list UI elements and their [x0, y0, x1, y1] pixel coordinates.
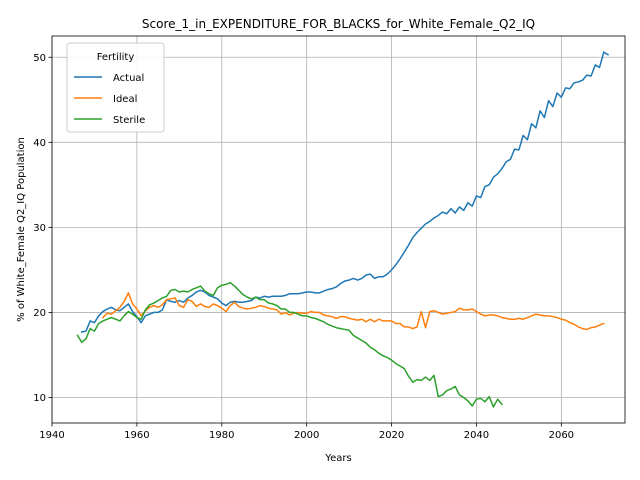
x-tick-label: 2000 [294, 430, 319, 441]
series-lines [76, 51, 610, 408]
series-line-sterile [76, 281, 503, 408]
y-tick-label: 20 [33, 308, 46, 319]
x-tick-label: 2040 [464, 430, 489, 441]
x-axis-label: Years [324, 453, 351, 464]
legend-label-ideal: Ideal [113, 94, 137, 105]
y-tick-label: 50 [33, 53, 46, 64]
y-tick-label: 10 [33, 393, 46, 404]
y-tick-label: 30 [33, 223, 46, 234]
y-axis: 10 20 30 40 50 [33, 53, 52, 404]
chart-title: Score_1_in_EXPENDITURE_FOR_BLACKS_for_Wh… [142, 17, 535, 31]
x-tick-label: 1960 [124, 430, 149, 441]
legend-label-sterile: Sterile [113, 115, 145, 126]
x-tick-label: 1940 [39, 430, 64, 441]
legend-title: Fertility [97, 52, 135, 63]
plot-frame [51, 35, 626, 424]
legend-box [66, 42, 165, 133]
y-axis-label: % of White_Female Q2_IQ Population [16, 137, 27, 322]
x-axis: 1940 1960 1980 2000 2020 2040 2060 [39, 423, 574, 441]
legend: Fertility Actual Ideal Sterile [66, 42, 165, 133]
series-line-ideal [101, 292, 605, 331]
x-tick-label: 2060 [549, 430, 574, 441]
legend-label-actual: Actual [113, 73, 144, 84]
series-line-actual [80, 51, 610, 333]
grid [51, 36, 625, 423]
x-tick-label: 1980 [209, 430, 234, 441]
x-tick-label: 2020 [379, 430, 404, 441]
y-tick-label: 40 [33, 138, 46, 149]
